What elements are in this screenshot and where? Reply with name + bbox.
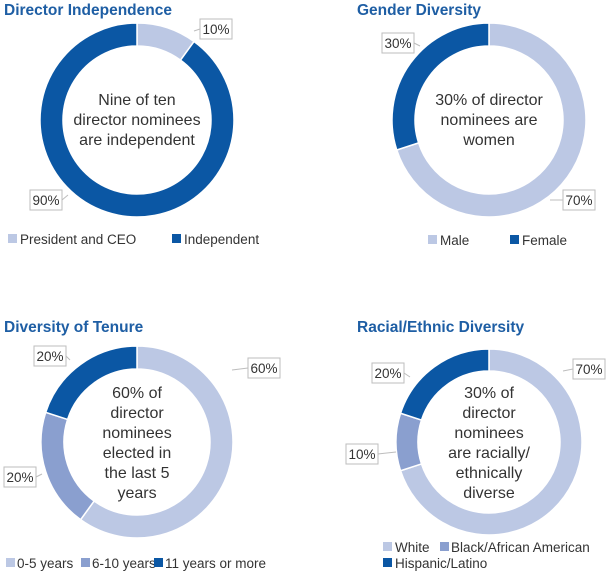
data-label: 90% bbox=[32, 193, 59, 208]
donut-center-text: Nine of ten director nominees are independ… bbox=[73, 92, 200, 149]
data-label-box bbox=[562, 189, 596, 211]
data-label: 70% bbox=[565, 193, 592, 208]
data-label: 60% bbox=[250, 361, 277, 376]
legend-label: Female bbox=[522, 233, 567, 248]
legend-swatch bbox=[383, 558, 392, 567]
data-label: 10% bbox=[348, 447, 375, 462]
chart-title: Diversity of Tenure bbox=[4, 319, 144, 336]
legend-label: Independent bbox=[184, 232, 259, 247]
legend-label: President and CEO bbox=[20, 232, 136, 247]
data-label: 30% bbox=[384, 36, 411, 51]
label-leader-line bbox=[377, 451, 397, 455]
data-label: 70% bbox=[575, 362, 602, 377]
label-leader-line bbox=[193, 28, 201, 32]
legend-label: 0-5 years bbox=[17, 556, 74, 571]
legend-swatch bbox=[154, 558, 163, 567]
data-label-box bbox=[572, 358, 606, 380]
donut-slice-male bbox=[395, 22, 587, 218]
donut-slice-black-african-american bbox=[395, 412, 423, 472]
data-label-box bbox=[381, 32, 415, 54]
data-label-box bbox=[29, 189, 63, 211]
legend-label: Hispanic/Latino bbox=[395, 556, 487, 571]
data-label-box bbox=[371, 362, 405, 384]
data-label-box bbox=[345, 443, 379, 465]
data-label: 20% bbox=[6, 470, 33, 485]
donut-slice-11-years-or-more bbox=[44, 345, 138, 421]
label-leader-line bbox=[231, 367, 249, 371]
chart-title: Racial/Ethnic Diversity bbox=[357, 319, 525, 336]
donut-panel-1: Director Independence 10% 90% Nine of ten di… bbox=[4, 2, 259, 247]
chart-title: Gender Diversity bbox=[357, 2, 481, 19]
data-label-box bbox=[33, 345, 67, 367]
donut-slice-independent bbox=[39, 22, 235, 218]
label-leader-line bbox=[562, 368, 574, 372]
chart-title: Director Independence bbox=[4, 2, 172, 19]
donut-slice-female bbox=[391, 22, 490, 151]
donut-panel-2: Gender Diversity 70% 30% 30% of director nom… bbox=[357, 2, 596, 248]
data-label: 20% bbox=[36, 349, 63, 364]
legend-swatch bbox=[428, 235, 437, 244]
donut-center-text: 60% of director nominees elected in the last… bbox=[102, 385, 171, 502]
legend-label: 11 years or more bbox=[165, 556, 266, 571]
donut-slice-6-10-years bbox=[40, 411, 96, 521]
label-leader-line bbox=[413, 42, 421, 47]
donut-panel-3: Diversity of Tenure 60% 20% 20% 60% of direct… bbox=[3, 319, 281, 571]
legend-swatch bbox=[172, 234, 181, 243]
legend-label: Black/African American bbox=[451, 540, 590, 555]
label-leader-line bbox=[35, 473, 43, 478]
legend-label: Male bbox=[440, 233, 469, 248]
donut-slice-0-5-years bbox=[79, 345, 234, 539]
legend-label: 6-10 years bbox=[92, 556, 156, 571]
donut-slice-hispanic-latino bbox=[399, 348, 490, 422]
legend-swatch bbox=[510, 235, 519, 244]
label-leader-line bbox=[65, 355, 71, 361]
legend-label: White bbox=[395, 540, 430, 555]
legend-swatch bbox=[440, 542, 449, 551]
data-label-box bbox=[247, 357, 281, 379]
donut-center-text: 30% of director nominees are racially/ethni… bbox=[448, 385, 530, 502]
donut-center-text: 30% of director nominees are women bbox=[435, 92, 543, 149]
legend-swatch bbox=[8, 234, 17, 243]
donut-panel-4: Racial/Ethnic Diversity 70% 10% 20% 30% of di… bbox=[345, 319, 606, 571]
legend-swatch bbox=[383, 542, 392, 551]
legend-swatch bbox=[6, 558, 15, 567]
label-leader-line bbox=[403, 372, 411, 378]
data-label: 10% bbox=[202, 22, 229, 37]
legend-swatch bbox=[81, 558, 90, 567]
donut-slice-white bbox=[399, 348, 583, 536]
data-label-box bbox=[3, 466, 37, 488]
label-leader-line bbox=[61, 194, 69, 201]
data-label-box bbox=[199, 18, 233, 40]
data-label: 20% bbox=[374, 366, 401, 381]
